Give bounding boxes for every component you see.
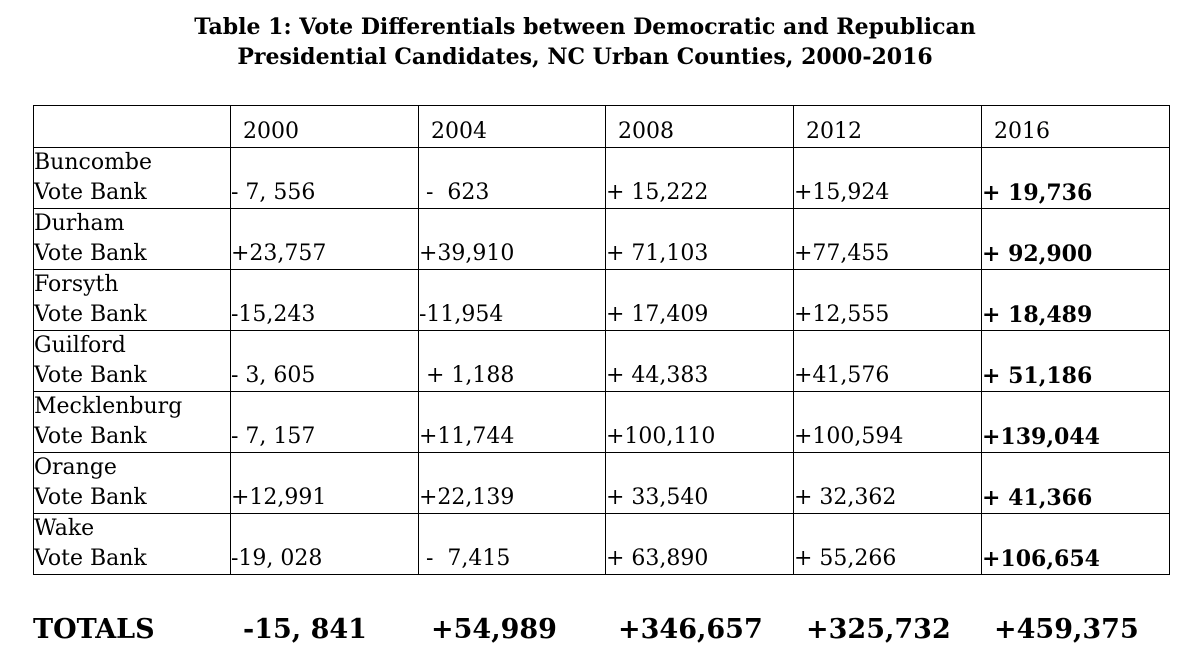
county-cell: Forsyth Vote Bank bbox=[33, 269, 231, 331]
value-cell: + 17,409 bbox=[605, 269, 794, 331]
county-name: Mecklenburg bbox=[34, 394, 183, 419]
table-row: Forsyth Vote Bank -15,243 -11,954 + 17,4… bbox=[33, 269, 1170, 331]
value-cell: +39,910 bbox=[418, 208, 606, 270]
totals-label: TOTALS bbox=[33, 614, 155, 645]
table-row: Orange Vote Bank +12,991 +22,139 + 33,54… bbox=[33, 452, 1170, 514]
row-label: Vote Bank bbox=[34, 302, 147, 327]
value-cell: +12,555 bbox=[793, 269, 982, 331]
county-cell: Orange Vote Bank bbox=[33, 452, 231, 514]
value-cell: +77,455 bbox=[793, 208, 982, 270]
row-label: Vote Bank bbox=[34, 363, 147, 388]
value-cell: + 71,103 bbox=[605, 208, 794, 270]
value-cell: - 623 bbox=[418, 147, 606, 209]
table-row: Wake Vote Bank -19, 028 - 7,415 + 63,890… bbox=[33, 513, 1170, 575]
vote-differential-table: 2000 2004 2008 2012 2016 Buncombe Vote B… bbox=[33, 105, 1170, 575]
value-cell-2016: + 41,366 bbox=[981, 452, 1170, 514]
header-row: 2000 2004 2008 2012 2016 bbox=[33, 105, 1170, 148]
value-cell: +11,744 bbox=[418, 391, 606, 453]
value-cell: + 55,266 bbox=[793, 513, 982, 575]
header-corner-cell bbox=[33, 105, 231, 148]
value-cell: + 33,540 bbox=[605, 452, 794, 514]
table-row: Guilford Vote Bank - 3, 605 + 1,188 + 44… bbox=[33, 330, 1170, 392]
county-cell: Wake Vote Bank bbox=[33, 513, 231, 575]
year-header: 2004 bbox=[418, 105, 606, 148]
value-cell: -19, 028 bbox=[230, 513, 419, 575]
year-header: 2012 bbox=[793, 105, 982, 148]
total-value: +325,732 bbox=[806, 614, 951, 645]
county-name: Guilford bbox=[34, 333, 126, 358]
total-value: +459,375 bbox=[994, 614, 1139, 645]
value-cell: + 15,222 bbox=[605, 147, 794, 209]
table-title-line-1: Table 1: Vote Differentials between Demo… bbox=[194, 14, 976, 40]
value-cell: +15,924 bbox=[793, 147, 982, 209]
year-header: 2016 bbox=[981, 105, 1170, 148]
value-cell: -11,954 bbox=[418, 269, 606, 331]
value-cell: +100,110 bbox=[605, 391, 794, 453]
row-label: Vote Bank bbox=[34, 485, 147, 510]
value-cell: +100,594 bbox=[793, 391, 982, 453]
county-cell: Buncombe Vote Bank bbox=[33, 147, 231, 209]
value-cell: + 63,890 bbox=[605, 513, 794, 575]
row-label: Vote Bank bbox=[34, 180, 147, 205]
county-cell: Mecklenburg Vote Bank bbox=[33, 391, 231, 453]
total-value: -15, 841 bbox=[243, 614, 367, 645]
value-cell: -15,243 bbox=[230, 269, 419, 331]
value-cell: + 44,383 bbox=[605, 330, 794, 392]
value-cell-2016: + 51,186 bbox=[981, 330, 1170, 392]
value-cell: +41,576 bbox=[793, 330, 982, 392]
county-cell: Guilford Vote Bank bbox=[33, 330, 231, 392]
value-cell: +23,757 bbox=[230, 208, 419, 270]
county-name: Orange bbox=[34, 455, 117, 480]
value-cell-2016: +139,044 bbox=[981, 391, 1170, 453]
value-cell: - 7, 556 bbox=[230, 147, 419, 209]
value-cell: + 32,362 bbox=[793, 452, 982, 514]
year-header: 2000 bbox=[230, 105, 419, 148]
row-label: Vote Bank bbox=[34, 241, 147, 266]
value-cell: - 7, 157 bbox=[230, 391, 419, 453]
value-cell-2016: + 19,736 bbox=[981, 147, 1170, 209]
table-row: Durham Vote Bank +23,757 +39,910 + 71,10… bbox=[33, 208, 1170, 270]
value-cell: +22,139 bbox=[418, 452, 606, 514]
row-label: Vote Bank bbox=[34, 546, 147, 571]
county-name: Forsyth bbox=[34, 272, 119, 297]
value-cell: + 1,188 bbox=[418, 330, 606, 392]
county-name: Durham bbox=[34, 211, 125, 236]
value-cell: +12,991 bbox=[230, 452, 419, 514]
county-cell: Durham Vote Bank bbox=[33, 208, 231, 270]
total-value: +54,989 bbox=[431, 614, 557, 645]
county-name: Wake bbox=[34, 516, 95, 541]
total-value: +346,657 bbox=[618, 614, 763, 645]
value-cell: - 7,415 bbox=[418, 513, 606, 575]
value-cell-2016: + 18,489 bbox=[981, 269, 1170, 331]
row-label: Vote Bank bbox=[34, 424, 147, 449]
table-row: Mecklenburg Vote Bank - 7, 157 +11,744 +… bbox=[33, 391, 1170, 453]
year-header: 2008 bbox=[605, 105, 794, 148]
table-title: Table 1: Vote Differentials between Demo… bbox=[0, 12, 1170, 72]
table-row: Buncombe Vote Bank - 7, 556 - 623 + 15,2… bbox=[33, 147, 1170, 209]
value-cell: - 3, 605 bbox=[230, 330, 419, 392]
value-cell-2016: + 92,900 bbox=[981, 208, 1170, 270]
value-cell-2016: +106,654 bbox=[981, 513, 1170, 575]
county-name: Buncombe bbox=[34, 150, 153, 175]
table-title-line-2: Presidential Candidates, NC Urban Counti… bbox=[237, 44, 933, 70]
